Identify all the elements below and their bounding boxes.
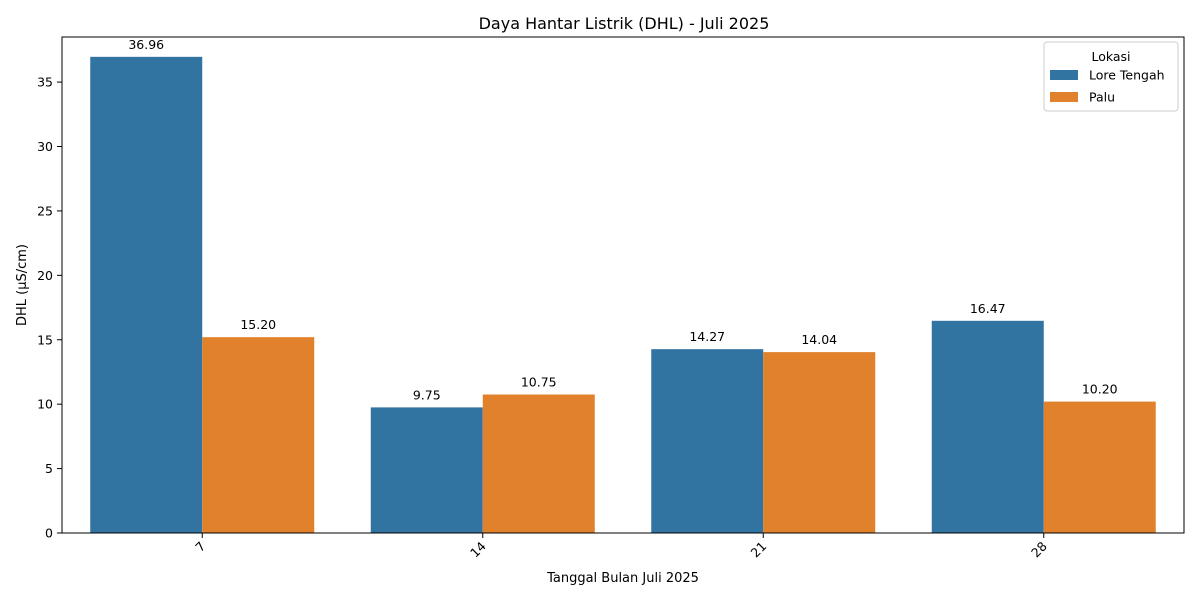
legend-entry: Lore Tengah [1089, 68, 1165, 83]
x-axis-label: Tanggal Bulan Juli 2025 [546, 571, 699, 586]
y-tick-label: 20 [37, 268, 53, 283]
bar [482, 394, 595, 533]
bar [202, 337, 315, 533]
bar [90, 56, 203, 534]
y-tick-label: 30 [37, 139, 53, 154]
bar [763, 352, 876, 533]
y-tick-label: 25 [37, 203, 53, 218]
y-tick-label: 0 [45, 526, 53, 541]
legend-swatch [1050, 92, 1078, 102]
data-label: 15.20 [240, 317, 276, 332]
y-tick-label: 10 [37, 397, 53, 412]
x-tick-label: 28 [1028, 538, 1050, 560]
bar [931, 320, 1044, 533]
y-tick-label: 35 [37, 75, 53, 90]
data-label: 10.75 [521, 375, 557, 390]
data-label: 36.96 [128, 37, 164, 52]
y-tick-label: 5 [45, 461, 53, 476]
x-tick-label: 21 [748, 539, 770, 561]
bar [651, 349, 764, 533]
data-label: 14.04 [801, 332, 837, 347]
y-axis-label: DHL (µS/cm) [15, 244, 30, 326]
x-tick-label: 14 [467, 538, 489, 560]
y-tick-label: 15 [37, 332, 53, 347]
legend-swatch [1050, 70, 1078, 80]
legend-entry: Palu [1089, 90, 1115, 105]
bar [1043, 401, 1156, 533]
legend: Lokasi Lore Tengah Palu [1043, 41, 1179, 112]
data-label: 14.27 [689, 329, 725, 344]
chart-title: Daya Hantar Listrik (DHL) - Juli 2025 [479, 14, 770, 33]
legend-title: Lokasi [1091, 49, 1130, 64]
data-label: 10.20 [1082, 382, 1118, 397]
bar [370, 407, 483, 533]
data-label: 16.47 [970, 301, 1006, 316]
x-tick-label: 7 [192, 539, 208, 555]
plot-frame [61, 36, 1185, 534]
data-label: 9.75 [413, 387, 441, 402]
